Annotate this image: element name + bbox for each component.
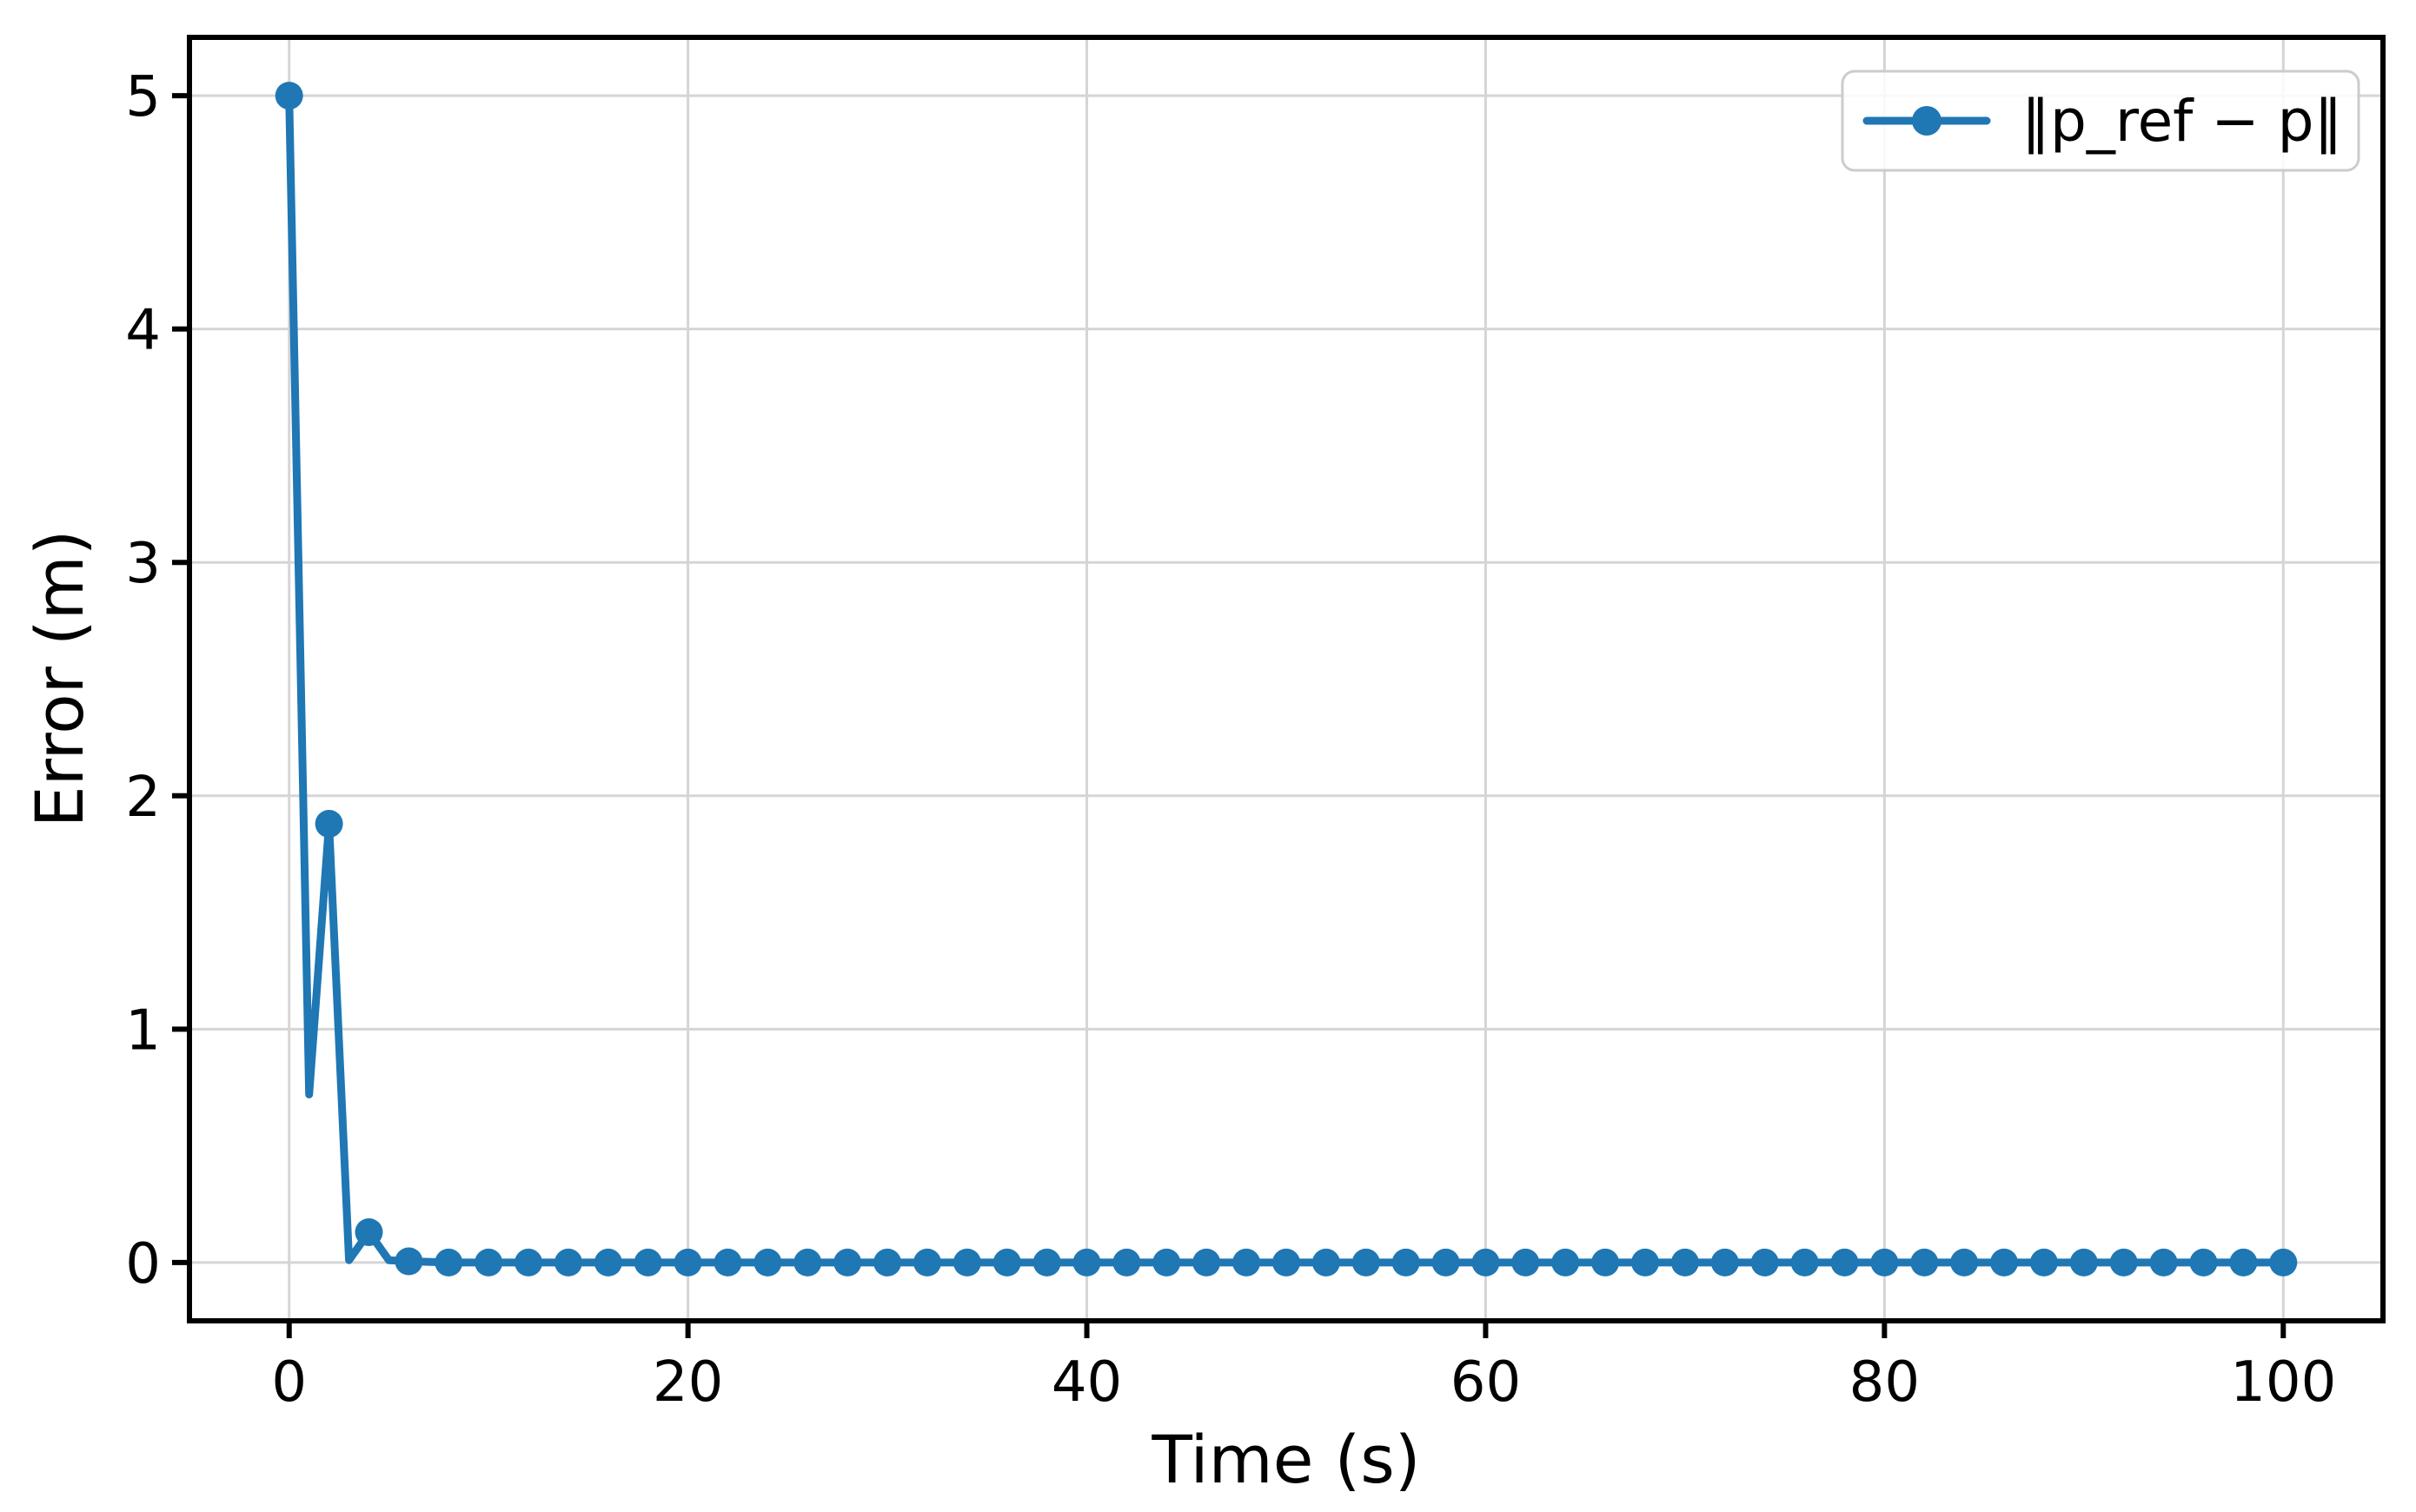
series-marker: [833, 1248, 862, 1277]
y-tick-label: 4: [125, 299, 161, 363]
series-marker: [873, 1248, 902, 1277]
y-tick-label: 2: [125, 766, 161, 830]
y-tick-label: 1: [125, 998, 161, 1063]
series-marker: [2229, 1248, 2258, 1277]
legend: ‖p_ref − p‖: [1841, 70, 2360, 172]
x-tick-label: 60: [1450, 1350, 1521, 1415]
series-marker: [1670, 1248, 1699, 1277]
series-marker: [2029, 1248, 2058, 1277]
x-tick-label: 100: [2230, 1350, 2336, 1415]
series-marker: [1272, 1248, 1300, 1277]
series-marker: [634, 1248, 662, 1277]
series-marker: [275, 82, 303, 110]
series-marker: [2069, 1248, 2098, 1277]
x-tick-label: 20: [653, 1350, 723, 1415]
series-marker: [714, 1248, 742, 1277]
series-marker: [1112, 1248, 1141, 1277]
legend-box: [1841, 70, 2360, 172]
series-marker: [1072, 1248, 1101, 1277]
y-tick-label: 5: [125, 65, 161, 129]
series-marker: [1471, 1248, 1500, 1277]
grid-layer: [189, 37, 2383, 1321]
series-marker: [355, 1218, 383, 1246]
series-marker: [514, 1248, 543, 1277]
series-marker: [1830, 1248, 1859, 1277]
series-marker: [1391, 1248, 1420, 1277]
series-marker: [913, 1248, 941, 1277]
legend-marker-icon: [1912, 106, 1941, 136]
series-marker: [315, 810, 343, 838]
x-axis-label: Time (s): [1151, 1421, 1420, 1498]
x-tick-label: 80: [1849, 1350, 1920, 1415]
x-tick-label: 0: [271, 1350, 307, 1415]
series-marker: [1710, 1248, 1739, 1277]
series-marker: [1910, 1248, 1939, 1277]
y-axis-label: Error (m): [21, 530, 98, 828]
series-marker: [475, 1248, 503, 1277]
plot-frame: [187, 35, 2386, 1323]
series-marker: [1870, 1248, 1899, 1277]
legend-label: ‖p_ref − p‖: [2021, 88, 2343, 155]
series-marker: [1990, 1248, 2018, 1277]
series-marker: [2269, 1248, 2298, 1277]
series-marker: [1511, 1248, 1540, 1277]
series-marker: [793, 1248, 822, 1277]
series-marker: [1311, 1248, 1340, 1277]
series-marker: [992, 1248, 1021, 1277]
series-marker: [1631, 1248, 1659, 1277]
series-marker: [395, 1247, 423, 1276]
y-tick-label: 3: [125, 532, 161, 596]
series-marker: [594, 1248, 622, 1277]
series-marker: [1032, 1248, 1061, 1277]
series-marker: [2149, 1248, 2178, 1277]
series-line: [285, 91, 2287, 1267]
series-marker: [674, 1248, 702, 1277]
series-layer: [275, 82, 2298, 1277]
series-marker: [1431, 1248, 1460, 1277]
series-marker: [1152, 1248, 1181, 1277]
series-marker: [1351, 1248, 1380, 1277]
series-marker: [1790, 1248, 1819, 1277]
series-marker: [1591, 1248, 1620, 1277]
series-marker: [1551, 1248, 1580, 1277]
axes-layer: 0 20 40 60 80 100 0 1 2 3 4 5: [125, 65, 2336, 1415]
series-marker: [435, 1248, 463, 1277]
series-marker: [1232, 1248, 1261, 1277]
y-tick-label: 0: [125, 1232, 161, 1296]
series-marker: [753, 1248, 782, 1277]
series-marker: [554, 1248, 582, 1277]
series-marker: [952, 1248, 981, 1277]
series-marker: [1750, 1248, 1779, 1277]
series-marker: [1192, 1248, 1221, 1277]
series-marker: [2189, 1248, 2218, 1277]
series-marker: [2109, 1248, 2138, 1277]
series-marker: [1950, 1248, 1979, 1277]
x-tick-label: 40: [1052, 1350, 1122, 1415]
